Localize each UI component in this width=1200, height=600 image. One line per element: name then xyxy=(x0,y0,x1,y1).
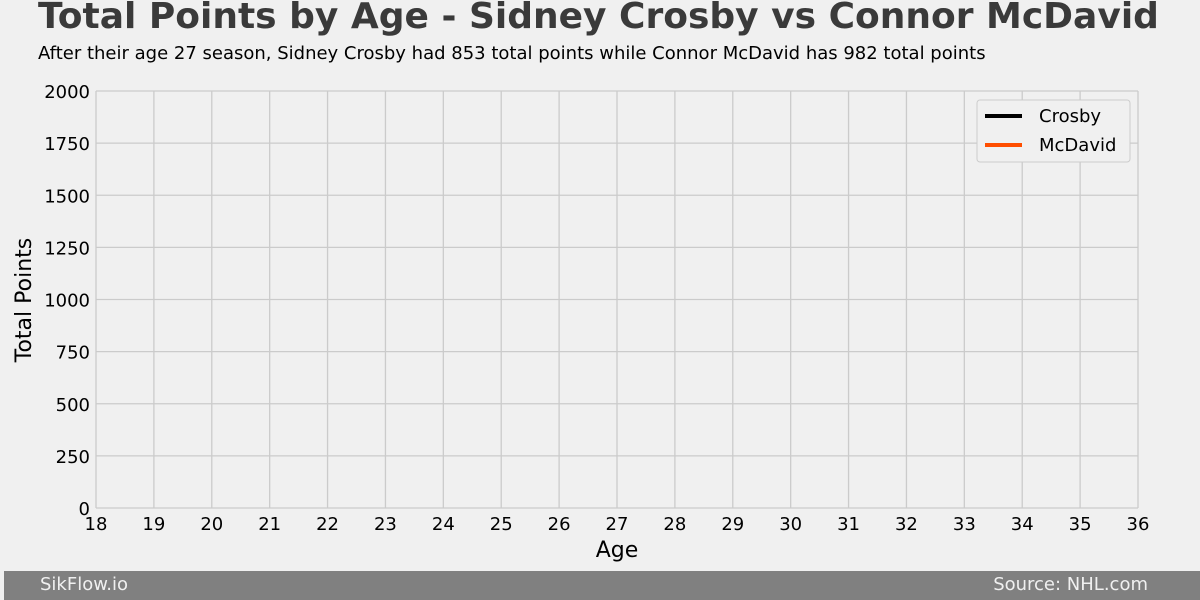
x-tick-label: 24 xyxy=(432,514,455,535)
x-tick-label: 19 xyxy=(142,514,165,535)
footer-bar: SikFlow.io Source: NHL.com xyxy=(4,571,1200,600)
chart-subtitle: After their age 27 season, Sidney Crosby… xyxy=(38,43,986,64)
x-tick-label: 29 xyxy=(721,514,744,535)
x-tick-label: 35 xyxy=(1069,514,1092,535)
y-axis-label: Total Points xyxy=(12,238,37,363)
x-tick-label: 33 xyxy=(953,514,976,535)
x-tick-label: 27 xyxy=(606,514,629,535)
y-tick-label: 2000 xyxy=(44,82,90,103)
x-tick-label: 34 xyxy=(1011,514,1034,535)
grid xyxy=(95,90,1139,509)
x-tick-label: 31 xyxy=(837,514,860,535)
x-tick-label: 18 xyxy=(85,514,108,535)
y-tick-label: 1250 xyxy=(44,238,90,259)
x-tick-label: 28 xyxy=(663,514,686,535)
x-tick-label: 30 xyxy=(779,514,802,535)
x-axis-ticks: 18 19 20 21 22 23 24 25 26 27 28 29 30 31 32 33 34 35 36 xyxy=(85,514,1150,535)
x-tick-label: 32 xyxy=(895,514,918,535)
y-tick-label: 750 xyxy=(56,343,90,364)
y-axis-ticks: 0 250 500 750 1000 1250 1500 1750 2000 xyxy=(44,82,90,520)
x-tick-label: 21 xyxy=(258,514,281,535)
x-tick-label: 25 xyxy=(490,514,513,535)
legend: Crosby McDavid xyxy=(976,99,1131,163)
x-tick-label: 23 xyxy=(374,514,397,535)
y-tick-label: 0 xyxy=(79,499,90,520)
x-axis-label: Age xyxy=(596,538,639,563)
chart-title: Total Points by Age - Sidney Crosby vs C… xyxy=(38,0,1159,37)
x-tick-label: 20 xyxy=(200,514,223,535)
footer-brand: SikFlow.io xyxy=(40,574,129,595)
x-tick-label: 36 xyxy=(1127,514,1150,535)
y-tick-label: 250 xyxy=(56,447,90,468)
x-tick-label: 26 xyxy=(548,514,571,535)
y-tick-label: 500 xyxy=(56,395,90,416)
legend-label: McDavid xyxy=(1039,135,1116,156)
y-tick-label: 1000 xyxy=(44,291,90,312)
footer-source: Source: NHL.com xyxy=(993,574,1148,595)
y-tick-label: 1500 xyxy=(44,186,90,207)
legend-label: Crosby xyxy=(1039,106,1101,127)
y-tick-label: 1750 xyxy=(44,134,90,155)
x-tick-label: 22 xyxy=(316,514,339,535)
